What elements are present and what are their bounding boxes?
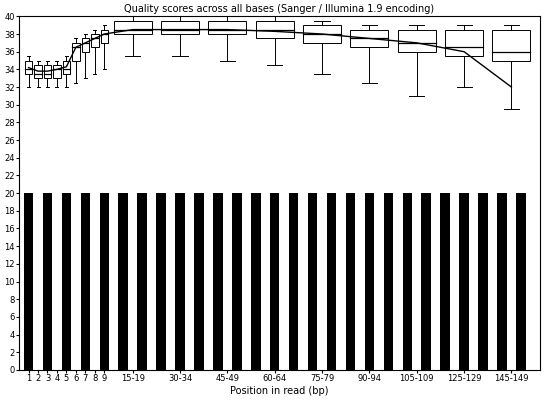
Bar <box>147 193 156 370</box>
Bar <box>526 193 535 370</box>
Bar <box>90 193 100 370</box>
Bar <box>101 30 108 43</box>
Bar <box>25 60 32 74</box>
Title: Quality scores across all bases (Sanger / Illumina 1.9 encoding): Quality scores across all bases (Sanger … <box>125 4 435 14</box>
Bar <box>71 193 81 370</box>
Bar <box>81 193 90 370</box>
Bar <box>308 193 317 370</box>
Bar <box>128 193 138 370</box>
Bar <box>109 193 119 370</box>
Bar <box>422 193 431 370</box>
Bar <box>459 193 469 370</box>
Bar <box>384 193 393 370</box>
Bar <box>355 193 364 370</box>
Bar <box>82 38 89 52</box>
Bar <box>256 21 294 38</box>
Bar <box>346 193 355 370</box>
Bar <box>441 193 450 370</box>
Bar <box>350 30 388 47</box>
Bar <box>185 193 194 370</box>
Bar <box>506 193 516 370</box>
Bar <box>161 21 199 34</box>
Bar <box>431 193 441 370</box>
Bar <box>478 193 488 370</box>
Bar <box>242 193 251 370</box>
Bar <box>138 193 147 370</box>
Bar <box>261 193 270 370</box>
Bar <box>100 193 109 370</box>
X-axis label: Position in read (bp): Position in read (bp) <box>230 386 329 396</box>
Bar <box>114 21 152 34</box>
Bar <box>43 193 52 370</box>
Bar <box>398 30 436 52</box>
Bar <box>317 193 327 370</box>
Bar <box>33 193 43 370</box>
Bar <box>208 21 246 34</box>
Bar <box>72 43 79 60</box>
Bar <box>336 193 346 370</box>
Bar <box>251 193 261 370</box>
Bar <box>156 193 166 370</box>
Bar <box>374 193 384 370</box>
Bar <box>52 193 61 370</box>
Bar <box>393 193 403 370</box>
Bar <box>516 193 526 370</box>
Bar <box>364 193 374 370</box>
Bar <box>270 193 280 370</box>
Bar <box>303 25 341 43</box>
Bar <box>450 193 459 370</box>
Bar <box>497 193 506 370</box>
Bar <box>175 193 185 370</box>
Bar <box>24 193 33 370</box>
Bar <box>412 193 422 370</box>
Bar <box>34 65 42 78</box>
Bar <box>469 193 478 370</box>
Bar <box>488 193 497 370</box>
Bar <box>194 193 203 370</box>
Bar <box>492 30 530 60</box>
Bar <box>53 65 61 78</box>
Bar <box>327 193 336 370</box>
Bar <box>232 193 242 370</box>
Bar <box>119 193 128 370</box>
Bar <box>222 193 232 370</box>
Bar <box>299 193 308 370</box>
Bar <box>44 65 51 78</box>
Bar <box>403 193 412 370</box>
Bar <box>166 193 175 370</box>
Bar <box>61 193 71 370</box>
Bar <box>91 34 98 47</box>
Bar <box>63 60 70 74</box>
Bar <box>213 193 222 370</box>
Bar <box>203 193 213 370</box>
Bar <box>280 193 289 370</box>
Bar <box>445 30 483 56</box>
Bar <box>289 193 299 370</box>
